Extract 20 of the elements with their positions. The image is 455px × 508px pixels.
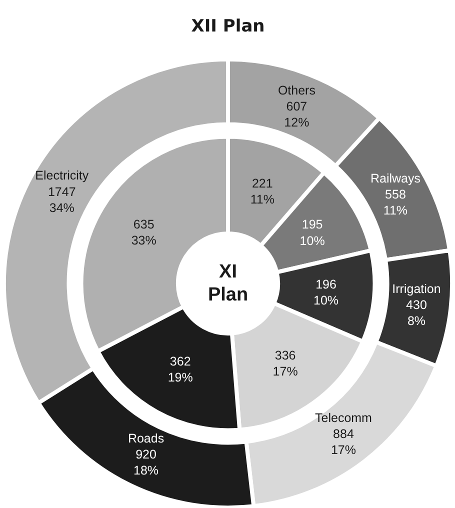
data-label: 336 17% (272, 348, 298, 379)
data-label: 558 11% (383, 187, 408, 218)
data-label: 221 11% (250, 176, 274, 206)
data-label: 920 18% (134, 448, 159, 478)
data-label: 196 10% (313, 277, 339, 308)
slice-label: Electricity (35, 168, 90, 183)
slice-label: Irrigation (392, 282, 441, 296)
data-label: 635 33% (131, 217, 156, 248)
data-label: 362 19% (168, 354, 193, 385)
chart-title: XII Plan (191, 16, 265, 37)
slice-label: Others (278, 84, 316, 98)
data-label: 430 8% (406, 298, 427, 328)
data-label: 1747 34% (48, 184, 76, 215)
data-label: 884 17% (330, 427, 356, 458)
slice-label: Railways (370, 171, 420, 186)
data-label: 195 10% (300, 218, 325, 248)
data-label: 607 12% (284, 100, 310, 130)
slice-label: Telecomm (315, 410, 372, 425)
slice-label: Roads (128, 431, 164, 446)
slice-label: XI Plan (208, 261, 248, 306)
